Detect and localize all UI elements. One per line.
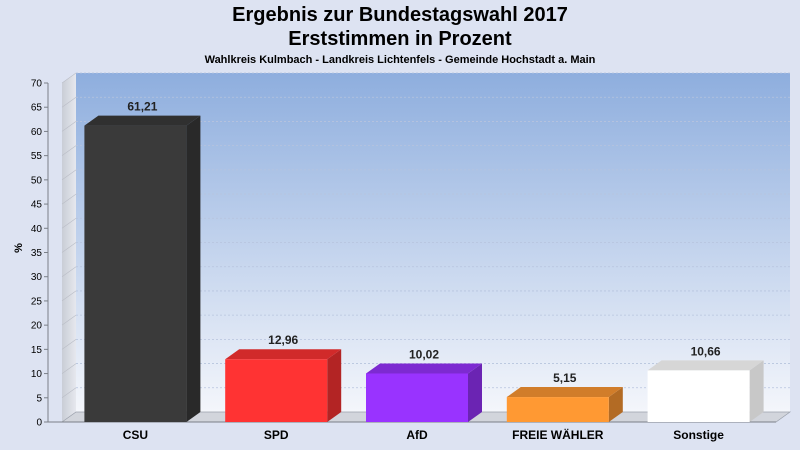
- y-axis-label: %: [13, 243, 25, 253]
- gridline-side: [61, 96, 77, 108]
- x-tick-label: Sonstige: [673, 428, 724, 442]
- gridline-side: [61, 266, 77, 277]
- bar-side: [186, 115, 201, 422]
- title-block: Ergebnis zur Bundestagswahl 2017 Erststi…: [0, 3, 800, 66]
- bar-side: [468, 363, 482, 422]
- y-tick-label: 60: [31, 127, 43, 138]
- y-tick-label: 50: [31, 175, 43, 186]
- y-tick-label: 10: [31, 369, 43, 380]
- gridline-side: [61, 363, 77, 374]
- y-tick-label: 55: [31, 151, 43, 162]
- bar-sonstige: [647, 360, 764, 422]
- bar-top: [366, 363, 482, 374]
- gridline-side: [61, 145, 77, 156]
- y-tick-label: 5: [36, 393, 42, 404]
- x-tick-label: AfD: [406, 428, 428, 442]
- y-tick-label: 30: [31, 272, 43, 283]
- data-label: 10,02: [409, 347, 439, 361]
- data-label: 10,66: [691, 344, 721, 358]
- y-tick-label: 35: [31, 248, 43, 259]
- y-tick-label: 40: [31, 224, 43, 235]
- gridline-side: [61, 387, 77, 399]
- data-label: 12,96: [268, 333, 298, 347]
- bar-front: [366, 373, 468, 422]
- bar-csu: [84, 115, 201, 422]
- bar-freie-wähler: [506, 387, 623, 422]
- y-tick-label: 0: [36, 418, 42, 429]
- chart-title-line2: Erststimmen in Prozent: [288, 28, 512, 50]
- y-tick-label: 65: [31, 103, 43, 114]
- chart-title: Ergebnis zur Bundestagswahl 2017: [232, 4, 568, 26]
- bar-spd: [225, 349, 342, 422]
- bar-side: [749, 360, 764, 422]
- bar-top: [506, 387, 623, 398]
- bar-front: [225, 359, 328, 422]
- y-tick-label: 15: [31, 345, 43, 356]
- gridline-side: [61, 314, 77, 326]
- gridline-side: [61, 193, 77, 205]
- bar-front: [647, 370, 750, 422]
- data-label: 5,15: [553, 371, 577, 385]
- y-tick-label: 45: [31, 200, 43, 211]
- y-tick-label: 20: [31, 321, 43, 332]
- bar-top: [225, 349, 342, 360]
- y-tick-label: 25: [31, 296, 43, 307]
- gridline-side: [61, 72, 77, 84]
- x-tick-label: SPD: [264, 428, 289, 442]
- x-tick-label: FREIE WÄHLER: [512, 427, 604, 442]
- bar-side: [608, 387, 623, 422]
- gridline-side: [61, 290, 77, 302]
- data-label: 61,21: [127, 100, 157, 114]
- bar-top: [647, 360, 764, 371]
- chart-subtitle: Wahlkreis Kulmbach - Landkreis Lichtenfe…: [204, 54, 596, 66]
- bar-side: [327, 349, 342, 422]
- y-tick-label: 70: [31, 79, 43, 90]
- bar-front: [506, 397, 609, 422]
- bar-front: [84, 125, 187, 422]
- gridline-side: [61, 218, 77, 229]
- bar-top: [84, 115, 201, 126]
- x-tick-label: CSU: [123, 428, 148, 442]
- gridline-side: [61, 169, 77, 181]
- gridline-side: [61, 242, 77, 253]
- bar-afd: [366, 363, 482, 422]
- gridline-side: [61, 339, 77, 350]
- gridline-side: [61, 121, 77, 132]
